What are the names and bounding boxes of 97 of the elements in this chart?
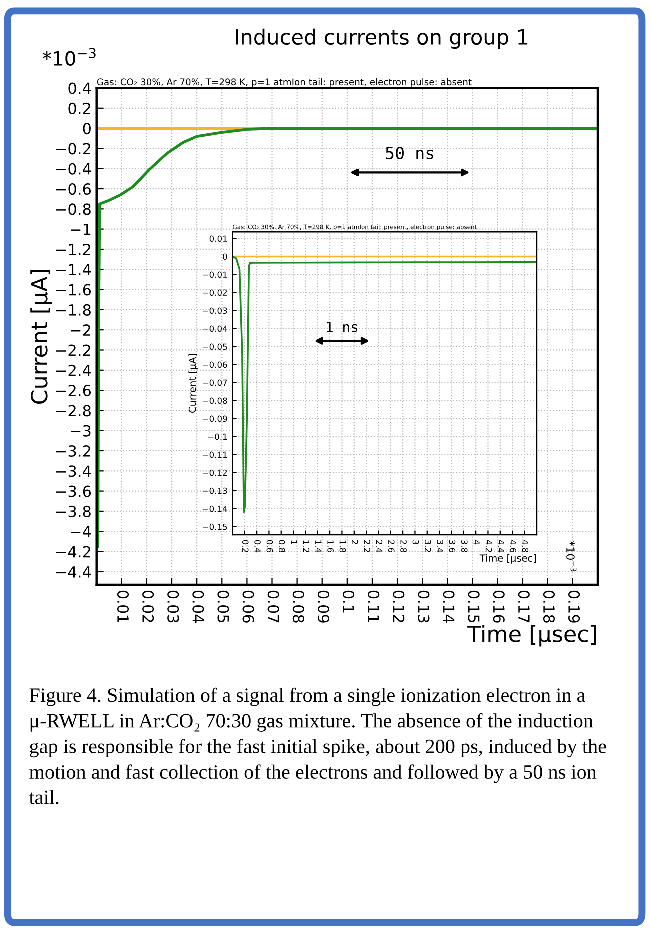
y-tick-label: −0.14 xyxy=(203,506,228,512)
y-tick-label: 0.01 xyxy=(210,236,228,242)
x-tick-label: 4.6 xyxy=(510,540,516,553)
y-tick-label: −0.01 xyxy=(203,272,228,278)
y-tick-label: −1.6 xyxy=(56,284,92,296)
y-tick-label: 0.2 xyxy=(68,102,90,114)
x-tick-label: 3.6 xyxy=(449,540,456,553)
x-tick-label: 0.8 xyxy=(278,540,286,553)
x-tick-label: 3.2 xyxy=(424,540,432,552)
y-tick-label: −3 xyxy=(71,425,91,437)
x-tick-label: 0.4 xyxy=(254,540,261,553)
y-tick-label: −4 xyxy=(71,526,92,538)
x-tick-label: 0.03 xyxy=(168,590,180,623)
y-tick-label: −0.8 xyxy=(56,204,91,216)
x-tick-label: 4 xyxy=(474,540,480,545)
y-tick-label: −2.6 xyxy=(56,385,92,397)
y-tick-label: −4.4 xyxy=(56,566,92,578)
x-tick-label: 0.13 xyxy=(418,590,430,623)
x-axis-title: Time [µsec] xyxy=(480,554,536,564)
x-tick-label: 0.08 xyxy=(292,590,304,623)
x-tick-label: 3 xyxy=(412,540,420,544)
y-tick-label: −1 xyxy=(71,224,91,236)
y-tick-label: −1.2 xyxy=(56,244,90,256)
y-tick-label: −2.4 xyxy=(56,364,92,376)
y-tick-label: 0 xyxy=(83,123,91,135)
x-tick-label: 0.02 xyxy=(142,590,154,622)
y-tick-label: −0.1 xyxy=(208,434,228,440)
x-tick-label: 2.6 xyxy=(388,540,395,553)
x-tick-label: 0.12 xyxy=(393,590,405,622)
x-tick-label: 0.6 xyxy=(266,540,274,553)
annotation: 50 ns xyxy=(386,146,434,160)
x-tick-label: 0.01 xyxy=(117,590,130,622)
x-tick-label: 0.07 xyxy=(268,590,280,623)
annotation: 1 ns xyxy=(327,322,358,332)
y-tick-label: −0.15 xyxy=(203,524,228,530)
caption: Figure 4. Simulation of a signal from a single ionization electron in a μ-RWELL in Ar:CO₂ 70:30 gas mixture. The absence of the induction gap is responsible for the fast initial spike, about 200 ps, induced by the motion and fast collection of the electrons and followed by a 50 ns ion tail. xyxy=(29,688,606,804)
y-tick-label: −1.4 xyxy=(56,264,92,276)
y-tick-label: −3.4 xyxy=(56,466,92,478)
y-tick-label: −2.2 xyxy=(56,344,90,356)
x-tick-label: 2 xyxy=(352,540,358,544)
x-tick-label: 0.15 xyxy=(468,590,480,623)
y-tick-label: −0.06 xyxy=(203,362,228,368)
x-tick-label: 3.4 xyxy=(437,540,444,553)
x-tick-label: 0.06 xyxy=(242,590,254,623)
x-tick-label: 0.09 xyxy=(318,590,330,623)
x-tick-label: 0.16 xyxy=(493,590,505,623)
y-tick-label: −0.4 xyxy=(56,163,92,175)
annotation: *10$^{−3}$ xyxy=(566,541,577,572)
x-tick-label: 4.8 xyxy=(522,540,529,553)
x-tick-label: 1 xyxy=(291,540,298,544)
y-axis-title: Current [µA] xyxy=(188,354,198,413)
x-tick-label: 0.2 xyxy=(242,540,249,552)
y-tick-label: −0.08 xyxy=(203,398,228,404)
y-tick-label: −1.8 xyxy=(56,304,91,316)
text: *10$^{−3}$ xyxy=(42,48,96,66)
x-tick-label: 2.2 xyxy=(364,540,370,552)
x-tick-label: 1.4 xyxy=(316,540,322,553)
chart-title: Induced currents on group 1 xyxy=(236,28,528,50)
x-tick-label: 1.2 xyxy=(303,540,310,552)
y-tick-label: 0 xyxy=(223,254,228,260)
x-tick-label: 0.1 xyxy=(342,590,355,613)
x-tick-label: 4.2 xyxy=(486,540,492,552)
x-tick-label: 0.14 xyxy=(443,590,455,624)
x-tick-label: 2.4 xyxy=(376,540,383,553)
x-axis-title: Time [µsec] xyxy=(468,625,596,647)
x-tick-label: 0.17 xyxy=(518,590,530,623)
x-tick-label: 0.18 xyxy=(543,590,556,623)
x-tick-label: 3.8 xyxy=(461,540,468,553)
x-tick-label: 4.4 xyxy=(498,540,504,553)
x-tick-label: 0.19 xyxy=(568,590,580,623)
y-tick-label: −0.09 xyxy=(203,416,228,422)
x-tick-label: 2.8 xyxy=(400,540,407,553)
y-tick-label: −0.02 xyxy=(203,290,228,296)
y-tick-label: −3.8 xyxy=(56,506,91,518)
y-tick-label: −0.12 xyxy=(203,470,228,476)
x-tick-label: 0.04 xyxy=(192,590,204,624)
y-tick-label: −0.2 xyxy=(56,143,90,155)
y-tick-label: −0.04 xyxy=(203,326,228,332)
y-tick-label: −0.11 xyxy=(203,452,228,458)
y-tick-label: −2 xyxy=(71,324,90,336)
y-tick-label: −3.2 xyxy=(56,445,90,458)
x-tick-label: 1.8 xyxy=(340,540,346,553)
y-tick-label: −0.07 xyxy=(203,380,228,386)
y-tick-label: −0.05 xyxy=(203,344,228,350)
line-series xyxy=(232,256,537,514)
y-tick-label: −0.03 xyxy=(203,308,228,314)
chart-subtitle: Gas: CO₂ 30%, Ar 70%, T=298 K, p=1 atmIon tail: present, electron pulse: absent xyxy=(97,78,472,88)
y-tick-label: −0.6 xyxy=(56,183,92,196)
x-tick-label: 0.05 xyxy=(218,590,230,623)
y-axis-title: Current [µA] xyxy=(30,270,52,404)
y-tick-label: −4.2 xyxy=(56,546,90,558)
x-tick-label: 1.6 xyxy=(328,540,334,553)
y-tick-label: −0.13 xyxy=(203,488,228,494)
y-tick-label: 0.4 xyxy=(68,82,92,94)
y-tick-label: −2.8 xyxy=(56,405,91,417)
x-tick-label: 0.11 xyxy=(368,590,380,622)
y-tick-label: −3.6 xyxy=(56,486,92,498)
